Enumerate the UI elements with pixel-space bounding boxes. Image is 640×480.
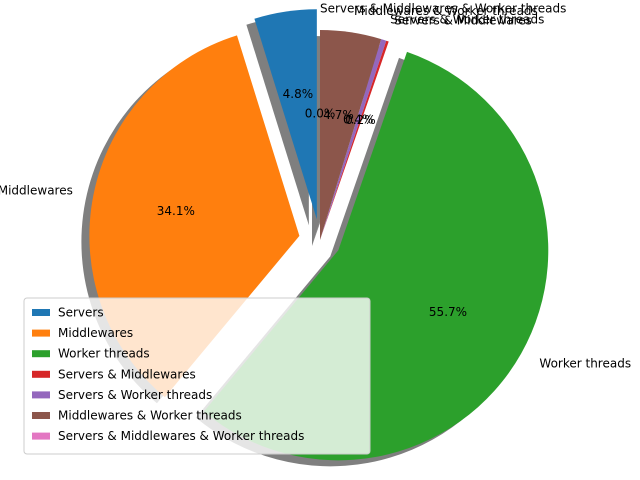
legend-swatch-worker-threads xyxy=(32,350,50,357)
legend-label-middlewares: Middlewares xyxy=(58,326,133,340)
legend-label-servers-and-middlewares-and-worker-threads: Servers & Middlewares & Worker threads xyxy=(58,429,304,443)
legend-label-middlewares-and-worker-threads: Middlewares & Worker threads xyxy=(58,409,242,423)
legend-label-servers-and-middlewares: Servers & Middlewares xyxy=(58,367,196,381)
slice-label-middlewares: Middlewares xyxy=(0,183,73,197)
legend-swatch-servers-and-middlewares xyxy=(32,371,50,378)
percent-label-worker-threads: 55.7% xyxy=(429,305,467,319)
legend-swatch-middlewares xyxy=(32,330,50,337)
percent-label-servers-and-middlewares-and-worker-threads: 0.0% xyxy=(305,107,336,121)
percent-label-servers: 4.8% xyxy=(283,87,314,101)
slice-label-servers-and-middlewares-and-worker-threads: Servers & Middlewares & Worker threads xyxy=(320,2,566,16)
legend-label-servers-and-worker-threads: Servers & Worker threads xyxy=(58,388,212,402)
legend-swatch-servers-and-middlewares-and-worker-threads xyxy=(32,433,50,440)
legend-swatch-servers xyxy=(32,309,50,316)
legend-label-worker-threads: Worker threads xyxy=(58,347,150,361)
legend: Servers Middlewares Worker threads Servers … xyxy=(24,298,370,454)
legend-label-servers: Servers xyxy=(58,306,104,320)
percent-label-middlewares: 34.1% xyxy=(157,204,195,218)
slice-label-worker-threads: Worker threads xyxy=(539,356,631,370)
legend-swatch-middlewares-and-worker-threads xyxy=(32,412,50,419)
legend-swatch-servers-and-worker-threads xyxy=(32,391,50,398)
